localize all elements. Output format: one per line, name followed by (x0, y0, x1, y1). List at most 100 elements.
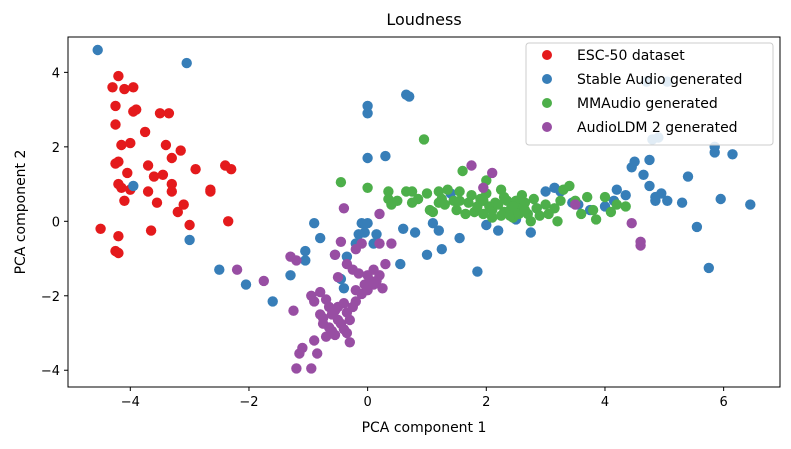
point-s2-22 (460, 208, 471, 220)
point-s0-19 (142, 186, 154, 197)
point-s1-56 (656, 188, 667, 199)
point-s3-40 (374, 270, 385, 281)
legend-label-stable-audio: Stable Audio generated (577, 72, 742, 88)
point-s2-48 (540, 199, 551, 210)
point-s2-69 (519, 204, 531, 216)
point-s2-10 (418, 134, 430, 145)
point-s1-52 (629, 156, 640, 167)
y-tick-label: −2 (41, 290, 60, 305)
point-s3-64 (320, 294, 332, 305)
point-s2-71 (498, 191, 510, 203)
point-s1-14 (338, 283, 350, 294)
point-s1-41 (540, 186, 551, 197)
point-s3-62 (347, 264, 358, 275)
point-s0-2 (113, 247, 124, 259)
point-s1-67 (709, 147, 720, 158)
point-s2-63 (620, 201, 631, 212)
point-s2-73 (454, 195, 465, 206)
point-s1-10 (309, 218, 320, 229)
point-s2-50 (549, 203, 560, 214)
point-s3-7 (309, 335, 320, 346)
y-tick-label: 2 (52, 141, 60, 156)
point-s3-5 (297, 342, 308, 354)
point-s0-22 (166, 178, 177, 190)
x-tick-label: −4 (121, 395, 140, 410)
point-s0-36 (223, 216, 234, 227)
point-s1-19 (362, 100, 373, 112)
point-s0-43 (110, 158, 121, 169)
y-tick-label: 4 (52, 66, 60, 81)
point-s1-59 (644, 154, 655, 166)
point-s2-1 (362, 182, 373, 193)
point-s1-53 (638, 169, 649, 180)
point-s0-38 (145, 225, 157, 236)
point-s3-17 (329, 329, 341, 341)
point-s0-26 (166, 152, 177, 164)
point-s1-64 (691, 221, 703, 233)
point-s1-8 (300, 255, 311, 266)
point-s1-3 (184, 234, 195, 246)
legend-label-mmaudio: MMAudio generated (577, 96, 718, 112)
point-s0-29 (166, 186, 177, 197)
point-s2-9 (412, 193, 424, 205)
point-s0-23 (154, 108, 166, 119)
point-s0-11 (110, 119, 121, 130)
point-s2-56 (576, 208, 587, 220)
point-s2-62 (611, 199, 622, 210)
point-s3-11 (315, 286, 326, 298)
point-s0-17 (139, 126, 151, 138)
y-tick-label: −4 (41, 364, 60, 379)
point-s2-11 (421, 188, 433, 199)
point-s2-47 (534, 210, 545, 221)
point-s3-1 (258, 275, 269, 287)
point-s3-61 (635, 240, 646, 251)
point-s3-29 (326, 309, 338, 320)
point-s2-67 (504, 210, 516, 221)
point-s0-24 (163, 108, 175, 119)
point-s1-60 (662, 195, 673, 206)
point-s2-3 (383, 186, 394, 197)
point-s1-70 (745, 199, 756, 210)
point-s0-13 (113, 70, 124, 82)
point-s3-42 (380, 258, 391, 270)
point-s3-22 (344, 314, 355, 326)
point-s3-3 (291, 363, 302, 374)
point-s3-55 (466, 160, 477, 171)
point-s2-58 (587, 204, 599, 216)
y-axis-ticks: −4 −2 0 2 4 (41, 66, 68, 379)
point-s1-49 (611, 184, 622, 195)
point-s0-20 (151, 197, 163, 208)
point-s1-1 (181, 57, 192, 69)
point-s2-51 (552, 216, 563, 227)
point-s3-52 (374, 208, 385, 220)
point-s1-24 (395, 258, 406, 270)
point-s0-40 (110, 100, 121, 112)
point-s3-44 (374, 238, 385, 249)
point-s3-58 (570, 199, 581, 210)
point-s3-43 (386, 238, 397, 249)
point-s1-65 (703, 262, 714, 274)
point-s0-21 (142, 160, 154, 171)
point-s1-32 (436, 244, 447, 255)
point-s0-30 (172, 206, 183, 218)
point-s1-11 (315, 232, 326, 244)
point-s0-12 (119, 83, 130, 95)
point-s1-21 (362, 152, 373, 164)
point-s1-62 (682, 171, 694, 182)
point-s1-73 (362, 218, 373, 229)
legend-marker-audioldm2 (542, 122, 552, 132)
point-s1-26 (404, 91, 415, 102)
point-s2-16 (439, 199, 450, 210)
point-s3-8 (312, 348, 323, 359)
legend-marker-esc50 (542, 50, 552, 60)
point-s3-47 (335, 236, 347, 247)
legend: ESC-50 dataset Stable Audio generated MM… (525, 42, 774, 146)
plot-frame (67, 36, 781, 388)
point-s1-69 (715, 193, 726, 205)
x-tick-label: 4 (601, 395, 609, 410)
point-s2-52 (555, 195, 566, 206)
point-s3-53 (338, 203, 350, 214)
point-s0-18 (148, 171, 160, 182)
point-s0-6 (113, 178, 124, 190)
